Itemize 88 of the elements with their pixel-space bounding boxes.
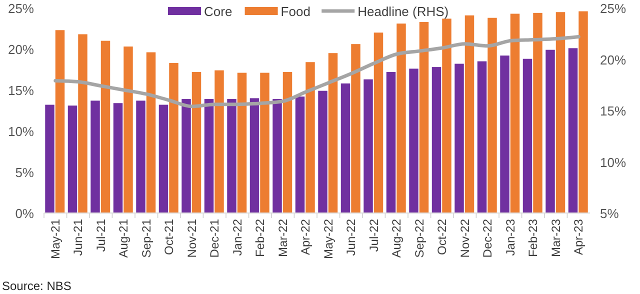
legend-label: Food (280, 4, 310, 19)
bar (272, 99, 282, 213)
bar (136, 100, 146, 213)
bar (477, 61, 487, 213)
bar (578, 11, 588, 213)
bar (295, 96, 305, 213)
x-tick-label: Jun-22 (344, 218, 358, 256)
bar (250, 98, 260, 213)
bar (192, 72, 202, 213)
x-tick-label: Jan-23 (503, 218, 518, 256)
bar (282, 72, 292, 213)
x-tick-label: Aug-22 (390, 218, 404, 258)
bar (182, 99, 191, 213)
bar (328, 53, 338, 213)
y-tick-label: 0% (15, 206, 34, 221)
x-tick-label: Nov-21 (184, 218, 199, 258)
x-tick-label: Jan-22 (230, 218, 244, 256)
x-tick-label: Aug-21 (116, 218, 131, 258)
bar (146, 52, 156, 213)
x-tick-label: Sep-22 (412, 218, 426, 258)
bar (306, 62, 315, 213)
bar (227, 99, 236, 213)
line-series (54, 34, 580, 108)
bar (454, 64, 464, 213)
y2-tick-label: 20% (600, 52, 626, 68)
bar (500, 56, 510, 213)
y2-tick-label: 25% (600, 1, 626, 16)
bar (510, 14, 520, 213)
x-tick-label: Feb-22 (253, 218, 268, 258)
bar (45, 104, 54, 213)
y-tick-label: 25% (8, 1, 34, 16)
x-tick-label: Jul-21 (94, 218, 108, 252)
x-tick-label: Mar-22 (276, 218, 290, 258)
bar (533, 12, 542, 213)
bar (318, 90, 328, 213)
bar (464, 15, 474, 213)
bar (568, 48, 578, 213)
bar (78, 34, 88, 213)
bar (90, 100, 100, 213)
bar (364, 79, 373, 213)
y-tick-label: 20% (8, 42, 34, 57)
bar (214, 70, 224, 213)
bar (442, 18, 452, 213)
bar (432, 67, 442, 213)
bar (169, 62, 178, 213)
bar (68, 106, 78, 213)
x-tick-label: Sep-21 (139, 218, 154, 258)
x-tick-label: Mar-23 (548, 218, 563, 258)
x-tick-label: Oct-22 (435, 218, 450, 256)
x-tick-label: Apr-23 (572, 218, 586, 256)
bar (522, 58, 532, 213)
y2-tick-label: 15% (600, 104, 626, 118)
y-tick-label: 10% (8, 124, 34, 139)
bar (340, 83, 350, 213)
legend-label: Core (204, 4, 232, 19)
bar (546, 50, 555, 213)
x-tick-label: Oct-21 (162, 218, 176, 256)
bar (396, 24, 406, 213)
x-tick-label: Nov-22 (458, 218, 472, 258)
bar (409, 68, 418, 213)
x-tick-label: May-22 (321, 218, 336, 260)
bar (419, 22, 429, 213)
bar (374, 32, 384, 213)
x-tick-label: May-21 (48, 218, 62, 260)
legend-label: Headline (RHS) (358, 4, 449, 19)
bar (351, 44, 360, 213)
x-tick-label: Feb-23 (526, 218, 540, 258)
y-tick-label: 5% (15, 165, 34, 180)
bar (260, 72, 270, 213)
x-tick-label: Dec-22 (480, 218, 495, 258)
x-tick-label: Dec-21 (208, 218, 222, 258)
bar (488, 18, 497, 213)
y-tick-label: 15% (8, 83, 34, 98)
bar (204, 99, 214, 213)
bar (556, 12, 566, 213)
bar (237, 72, 247, 213)
bar (100, 40, 110, 213)
source-note: Source: NBS (2, 279, 72, 293)
x-tick-label: Jun-21 (71, 218, 86, 256)
bar (158, 104, 168, 213)
bar (113, 103, 123, 213)
bar (55, 30, 65, 213)
bar (124, 46, 133, 213)
bar (386, 72, 396, 213)
y2-tick-label: 10% (600, 154, 626, 170)
x-tick-label: Jul-22 (366, 218, 381, 252)
x-tick-label: Apr-22 (298, 218, 313, 256)
y2-tick-label: 5% (600, 206, 620, 221)
